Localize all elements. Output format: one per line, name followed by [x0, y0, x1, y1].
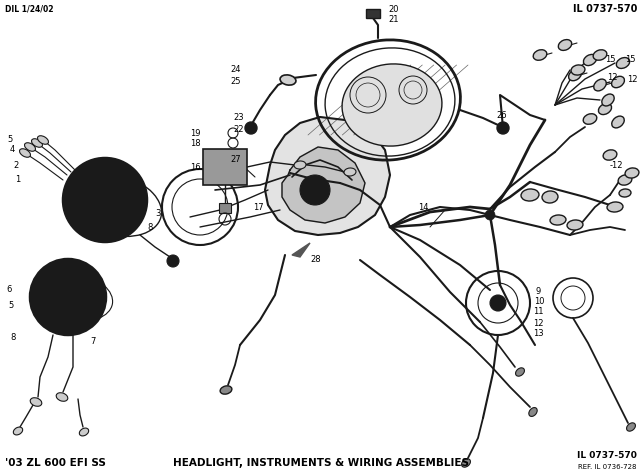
Ellipse shape [280, 75, 296, 85]
Ellipse shape [602, 94, 614, 106]
Circle shape [245, 122, 257, 134]
Ellipse shape [80, 428, 89, 436]
Ellipse shape [619, 189, 631, 197]
Text: 12: 12 [533, 319, 544, 327]
Text: -12: -12 [610, 161, 623, 170]
Text: HEADLIGHT, INSTRUMENTS & WIRING ASSEMBLIES: HEADLIGHT, INSTRUMENTS & WIRING ASSEMBLI… [173, 458, 469, 468]
Text: 22: 22 [233, 125, 243, 134]
Circle shape [497, 122, 509, 134]
Ellipse shape [594, 79, 606, 91]
Ellipse shape [593, 50, 607, 60]
Text: 12: 12 [627, 76, 638, 85]
Text: 14: 14 [418, 202, 428, 211]
Ellipse shape [462, 459, 471, 467]
FancyBboxPatch shape [203, 149, 247, 185]
Text: 12: 12 [607, 73, 618, 82]
Text: 26: 26 [496, 111, 507, 120]
Text: 19: 19 [190, 129, 200, 137]
Polygon shape [282, 147, 365, 223]
Ellipse shape [584, 55, 596, 66]
Text: 5: 5 [7, 135, 12, 144]
Circle shape [490, 295, 506, 311]
Ellipse shape [534, 50, 547, 60]
Text: 18: 18 [190, 139, 200, 148]
Text: 9: 9 [536, 286, 541, 295]
Ellipse shape [13, 427, 22, 435]
Circle shape [300, 175, 330, 205]
Ellipse shape [24, 142, 35, 151]
Ellipse shape [19, 149, 30, 157]
Ellipse shape [542, 191, 558, 203]
Circle shape [485, 210, 495, 220]
Ellipse shape [294, 161, 306, 169]
Ellipse shape [612, 116, 624, 128]
Ellipse shape [625, 168, 639, 178]
Text: 16: 16 [190, 162, 200, 171]
Text: 24: 24 [230, 66, 241, 75]
Text: 6: 6 [6, 285, 12, 294]
Text: 4: 4 [10, 145, 15, 154]
Polygon shape [265, 117, 390, 235]
Text: 10: 10 [534, 296, 544, 305]
Text: 20: 20 [388, 6, 399, 15]
Text: IL 0737-570: IL 0737-570 [577, 450, 637, 459]
Ellipse shape [342, 64, 442, 146]
Ellipse shape [569, 69, 582, 81]
Ellipse shape [607, 202, 623, 212]
Ellipse shape [30, 398, 42, 406]
Ellipse shape [603, 150, 617, 160]
Text: 21: 21 [388, 16, 399, 25]
Ellipse shape [521, 189, 539, 201]
Text: 25: 25 [230, 77, 241, 86]
Text: 23: 23 [233, 114, 243, 123]
Text: 27: 27 [230, 155, 241, 164]
Text: '03 ZL 600 EFI SS: '03 ZL 600 EFI SS [5, 458, 106, 468]
Text: 5: 5 [8, 301, 13, 310]
FancyBboxPatch shape [219, 203, 231, 213]
Text: 15: 15 [625, 56, 636, 65]
Text: 7: 7 [90, 338, 96, 346]
Ellipse shape [618, 175, 632, 185]
Ellipse shape [598, 104, 612, 114]
Circle shape [167, 255, 179, 267]
Ellipse shape [616, 57, 630, 68]
Text: 15: 15 [605, 56, 616, 65]
Ellipse shape [550, 215, 566, 225]
Text: IL 0737-570: IL 0737-570 [573, 4, 637, 14]
Text: REF. IL 0736-728: REF. IL 0736-728 [578, 464, 637, 470]
Text: 8: 8 [147, 222, 152, 231]
Ellipse shape [31, 139, 42, 147]
Polygon shape [292, 243, 310, 257]
Ellipse shape [612, 76, 625, 88]
Ellipse shape [583, 114, 597, 124]
Circle shape [65, 294, 71, 300]
Text: 28: 28 [310, 256, 320, 265]
Text: 11: 11 [533, 306, 544, 315]
Ellipse shape [567, 220, 583, 230]
Ellipse shape [627, 423, 636, 431]
Ellipse shape [529, 408, 537, 417]
Ellipse shape [220, 386, 232, 394]
Ellipse shape [571, 65, 585, 75]
Text: 13: 13 [533, 329, 544, 338]
Text: 2: 2 [13, 161, 18, 170]
Ellipse shape [344, 168, 356, 176]
Ellipse shape [516, 368, 525, 376]
FancyBboxPatch shape [366, 9, 380, 18]
Text: 3: 3 [155, 209, 160, 218]
Text: 17: 17 [253, 202, 264, 211]
Circle shape [63, 158, 147, 242]
Ellipse shape [37, 136, 49, 144]
Text: 8: 8 [10, 332, 15, 342]
Circle shape [102, 197, 108, 203]
Ellipse shape [56, 393, 68, 401]
Text: DIL 1/24/02: DIL 1/24/02 [5, 4, 53, 13]
Ellipse shape [559, 39, 571, 50]
Circle shape [30, 259, 106, 335]
Text: 1: 1 [15, 175, 21, 184]
